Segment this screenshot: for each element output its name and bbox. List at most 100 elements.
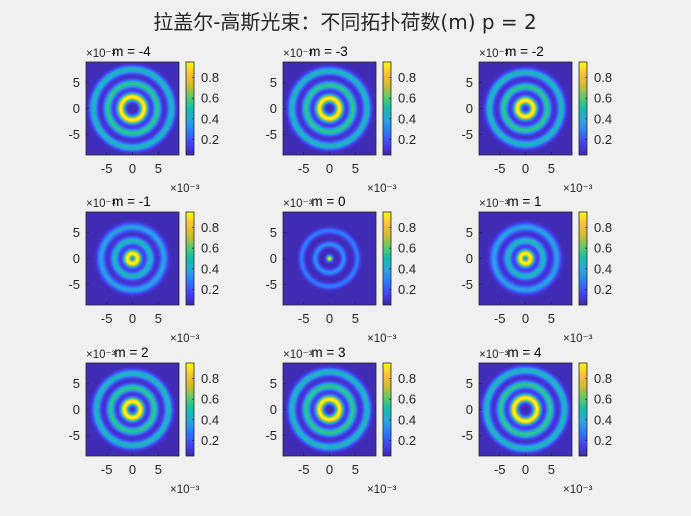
- x-tick-label: 0: [326, 161, 333, 176]
- colorbar-tick-label: 0.8: [398, 70, 416, 85]
- colorbar-tick-label: 0.2: [398, 282, 416, 297]
- y-tick-label: 5: [73, 225, 80, 240]
- y-tick-label: 0: [466, 402, 473, 417]
- x-tick-label: -5: [298, 462, 310, 477]
- y-tick-label: 0: [73, 251, 80, 266]
- colorbar-tick-label: 0.6: [398, 241, 416, 256]
- x-tick-label: -5: [494, 311, 506, 326]
- colorbar-tick-label: 0.6: [594, 392, 612, 407]
- x-tick-label: 5: [548, 462, 555, 477]
- x-tick-label: 5: [352, 462, 359, 477]
- intensity-image: [479, 212, 572, 305]
- colorbar: [185, 211, 195, 306]
- x-tick-label: 5: [548, 161, 555, 176]
- colorbar-tick-label: 0.8: [398, 220, 416, 235]
- x-tick-label: 5: [352, 311, 359, 326]
- y-tick-label: 0: [466, 101, 473, 116]
- colorbar-tick-label: 0.6: [201, 91, 219, 106]
- subplot-title: m = -2: [505, 44, 544, 59]
- colorbar-tick-label: 0.8: [594, 371, 612, 386]
- y-axis-exponent: ×10⁻³: [479, 198, 509, 210]
- colorbar: [185, 362, 195, 457]
- y-axis-exponent: ×10⁻³: [283, 198, 313, 210]
- y-tick-label: 5: [270, 75, 277, 90]
- colorbar: [578, 61, 588, 156]
- x-tick-label: 0: [522, 462, 529, 477]
- x-axis-exponent: ×10⁻³: [367, 183, 397, 195]
- y-tick-label: -5: [265, 127, 277, 142]
- x-tick-label: -5: [101, 311, 113, 326]
- colorbar-tick-label: 0.4: [398, 111, 416, 126]
- intensity-image: [479, 363, 572, 456]
- y-axis-exponent: ×10⁻³: [479, 349, 509, 361]
- colorbar: [382, 61, 392, 156]
- colorbar-tick-label: 0.4: [398, 261, 416, 276]
- figure-suptitle: 拉盖尔-高斯光束：不同拓扑荷数(m) p = 2: [153, 10, 537, 34]
- y-axis-exponent: ×10⁻³: [479, 48, 509, 60]
- x-tick-label: 0: [129, 311, 136, 326]
- intensity-image: [283, 212, 376, 305]
- x-tick-label: -5: [494, 161, 506, 176]
- colorbar-tick-label: 0.4: [398, 412, 416, 427]
- subplot-m-neg1: 50-5-5 0 5×10⁻³×10⁻³m = -10.20.40.60.8: [68, 194, 219, 345]
- x-tick-label: 5: [155, 161, 162, 176]
- subplot-m-neg3: 50-5-5 0 5×10⁻³×10⁻³m = -30.20.40.60.8: [265, 44, 416, 195]
- y-tick-label: 0: [466, 251, 473, 266]
- colorbar-tick-label: 0.2: [201, 433, 219, 448]
- subplot-title: m = -3: [309, 44, 348, 59]
- y-tick-label: -5: [68, 277, 80, 292]
- colorbar-tick-label: 0.6: [398, 392, 416, 407]
- y-tick-label: 0: [270, 402, 277, 417]
- x-axis-exponent: ×10⁻³: [367, 484, 397, 496]
- colorbar-tick-label: 0.2: [398, 132, 416, 147]
- x-axis-exponent: ×10⁻³: [367, 333, 397, 345]
- y-tick-label: 0: [73, 402, 80, 417]
- x-tick-label: 5: [352, 161, 359, 176]
- colorbar-tick-label: 0.4: [594, 111, 612, 126]
- y-axis-exponent: ×10⁻³: [86, 48, 116, 60]
- colorbar-tick-label: 0.8: [201, 371, 219, 386]
- colorbar-tick-label: 0.4: [201, 412, 219, 427]
- intensity-image: [479, 62, 572, 155]
- x-tick-label: 5: [548, 311, 555, 326]
- x-tick-label: -5: [101, 462, 113, 477]
- subplot-m-3: 50-5-5 0 5×10⁻³×10⁻³m = 30.20.40.60.8: [265, 345, 416, 496]
- x-tick-label: 5: [155, 311, 162, 326]
- y-tick-label: 5: [466, 376, 473, 391]
- colorbar-tick-label: 0.6: [594, 241, 612, 256]
- x-tick-label: 0: [129, 161, 136, 176]
- y-tick-label: 0: [73, 101, 80, 116]
- colorbar-tick-label: 0.4: [594, 412, 612, 427]
- y-axis-exponent: ×10⁻³: [86, 349, 116, 361]
- y-tick-label: -5: [461, 428, 473, 443]
- colorbar-tick-label: 0.4: [594, 261, 612, 276]
- colorbar-tick-label: 0.2: [398, 433, 416, 448]
- subplot-m-1: 50-5-5 0 5×10⁻³×10⁻³m = 10.20.40.60.8: [461, 194, 612, 345]
- intensity-image: [283, 62, 376, 155]
- subplot-m-2: 50-5-5 0 5×10⁻³×10⁻³m = 20.20.40.60.8: [68, 345, 219, 496]
- colorbar-tick-label: 0.8: [594, 70, 612, 85]
- x-tick-label: 0: [326, 462, 333, 477]
- colorbar-tick-label: 0.2: [594, 433, 612, 448]
- colorbar-tick-label: 0.4: [201, 261, 219, 276]
- x-axis-exponent: ×10⁻³: [563, 183, 593, 195]
- colorbar-tick-label: 0.6: [398, 91, 416, 106]
- subplot-title: m = 3: [311, 345, 345, 360]
- x-axis-exponent: ×10⁻³: [170, 484, 200, 496]
- x-axis-exponent: ×10⁻³: [170, 333, 200, 345]
- colorbar-tick-label: 0.8: [594, 220, 612, 235]
- y-tick-label: 0: [270, 251, 277, 266]
- y-tick-label: -5: [265, 428, 277, 443]
- colorbar-tick-label: 0.6: [594, 91, 612, 106]
- colorbar-tick-label: 0.2: [201, 132, 219, 147]
- y-tick-label: 5: [466, 75, 473, 90]
- subplot-grid: 50-5-5 0 5×10⁻³×10⁻³m = -40.20.40.60.8 50-5…: [68, 44, 612, 496]
- y-axis-exponent: ×10⁻³: [86, 198, 116, 210]
- y-tick-label: 5: [270, 376, 277, 391]
- subplot-title: m = -1: [112, 194, 151, 209]
- subplot-m-4: 50-5-5 0 5×10⁻³×10⁻³m = 40.20.40.60.8: [461, 345, 612, 496]
- intensity-image: [283, 363, 376, 456]
- subplot-m-neg2: 50-5-5 0 5×10⁻³×10⁻³m = -20.20.40.60.8: [461, 44, 612, 195]
- colorbar-tick-label: 0.4: [201, 111, 219, 126]
